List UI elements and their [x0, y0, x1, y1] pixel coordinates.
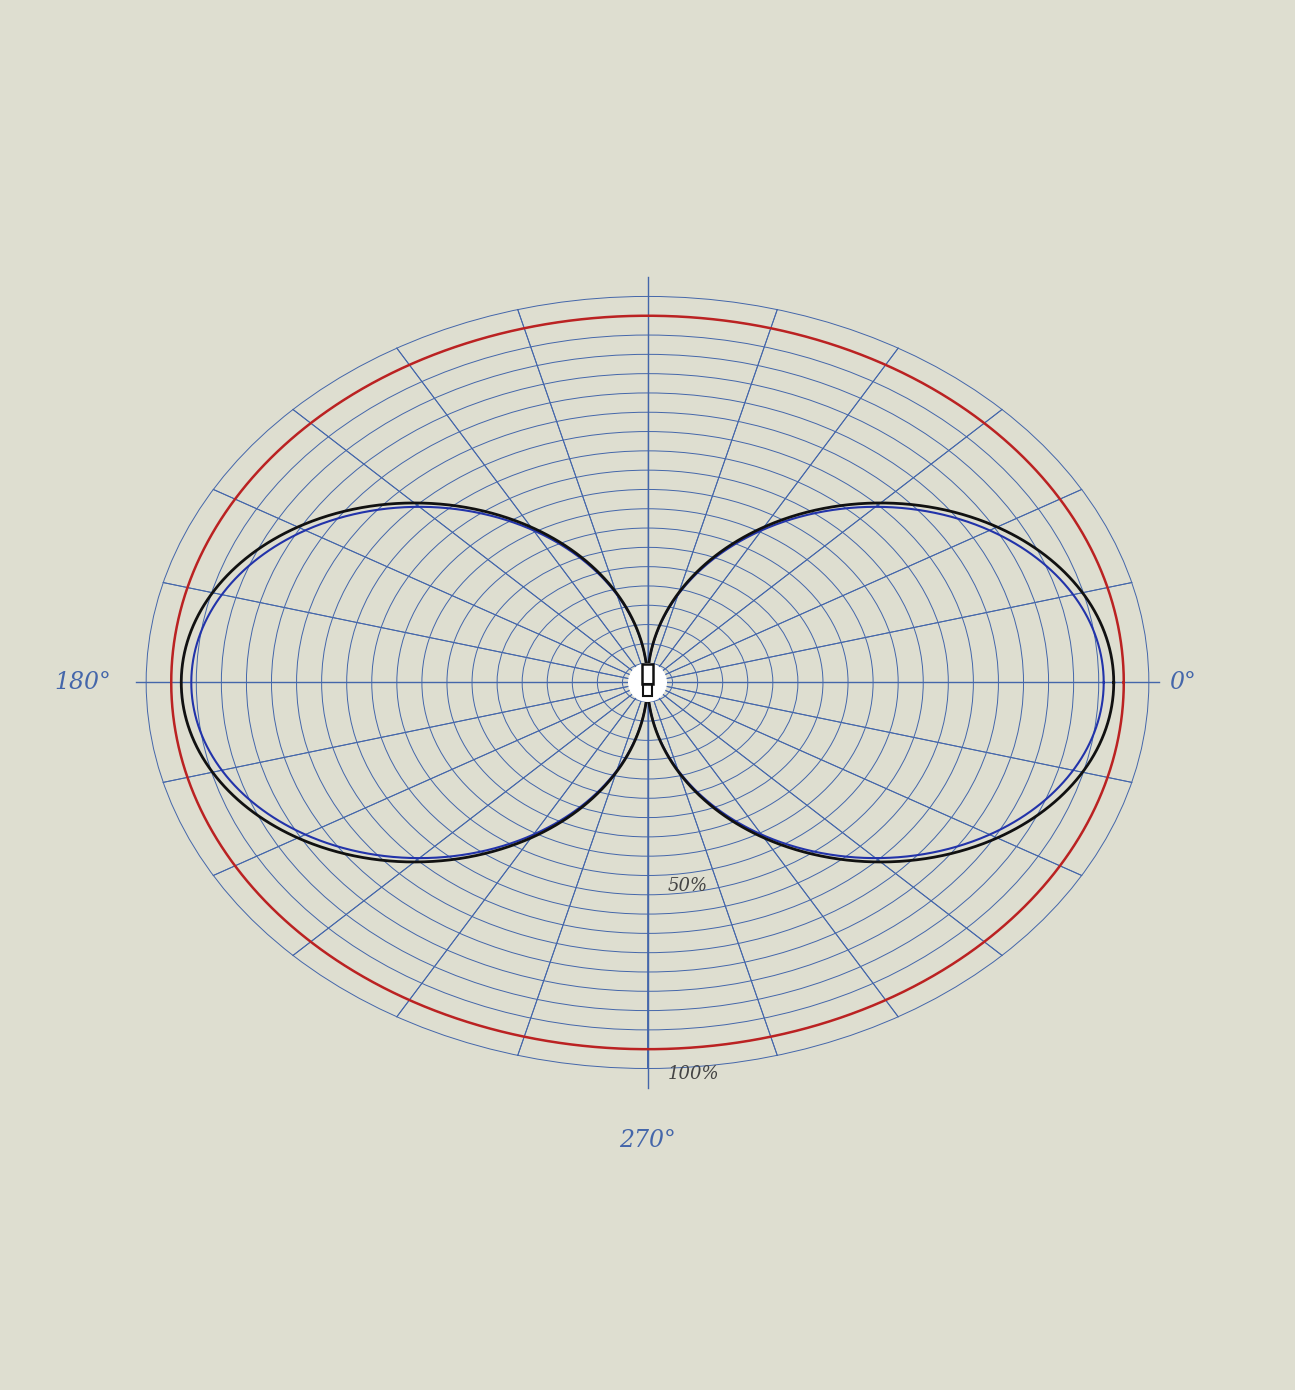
Text: 50%: 50%	[667, 877, 707, 895]
Text: 100%: 100%	[667, 1065, 719, 1083]
Bar	[642, 664, 653, 684]
Circle shape	[628, 663, 667, 702]
Text: 270°: 270°	[619, 1129, 676, 1152]
Bar	[644, 684, 651, 695]
Text: 180°: 180°	[54, 671, 111, 694]
Text: 0°: 0°	[1169, 671, 1195, 694]
